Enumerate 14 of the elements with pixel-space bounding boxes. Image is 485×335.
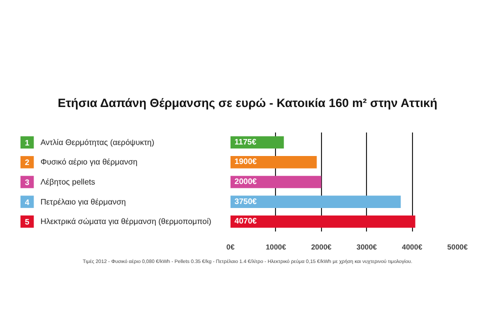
data-label: 1175€	[234, 137, 257, 146]
category-label: 2 Φυσικό αέριο για θέρμανση	[24, 158, 138, 168]
category-label: 1 Αντλία Θερμότητας (αερόψυκτη)	[24, 138, 154, 148]
chart-title: Ετήσια Δαπάνη Θέρμανσης σε ευρώ - Κατοικία 160 m² στην Αττική	[58, 95, 438, 112]
category-label: 5 Ηλεκτρικά σώματα για θέρμανση (θερμοπομποί)	[24, 217, 212, 227]
data-label: 2000€	[234, 177, 258, 186]
data-label: 1900€	[234, 157, 258, 166]
category-label: 3 Λέβητος pellets	[24, 178, 96, 187]
bar	[230, 215, 416, 228]
data-label: 3750€	[234, 196, 258, 206]
bar	[230, 156, 317, 168]
data-label: 4070€	[234, 216, 258, 226]
bar	[230, 196, 401, 208]
category-label: 4 Πετρέλαιο για θέρμανση	[24, 197, 126, 207]
